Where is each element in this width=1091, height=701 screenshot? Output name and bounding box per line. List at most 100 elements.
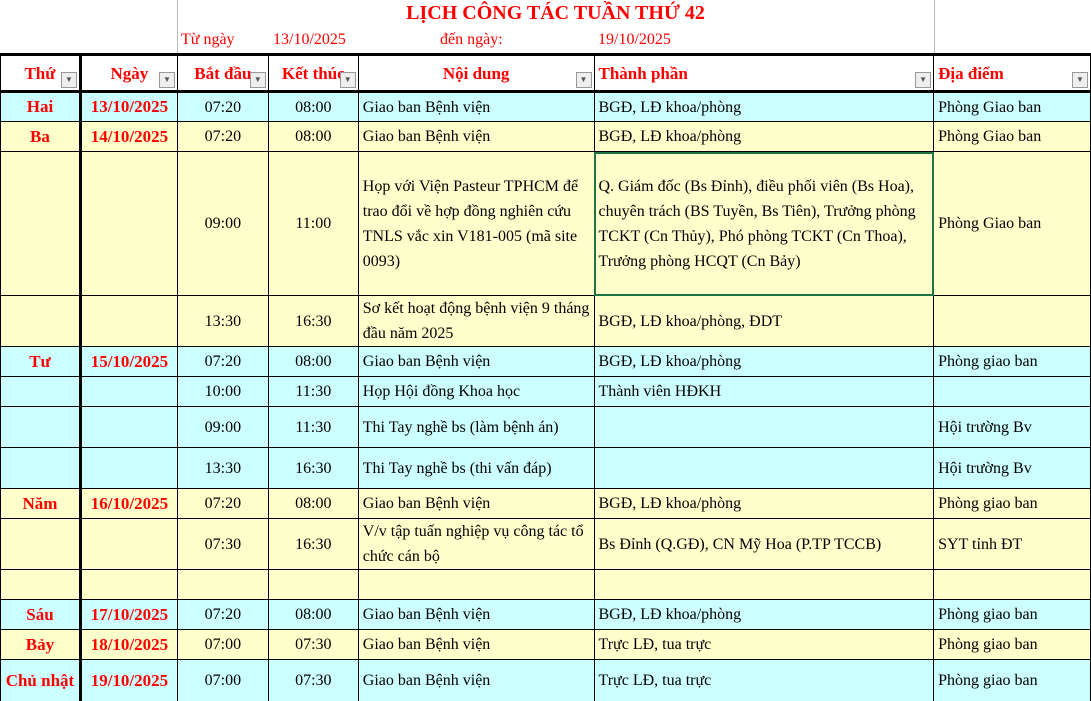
cell-noi-dung[interactable]: Giao ban Bệnh viện: [357, 488, 595, 519]
filter-dropdown-icon[interactable]: ▼: [339, 72, 356, 88]
filter-dropdown-icon[interactable]: ▼: [60, 72, 77, 88]
cell-dia-diem[interactable]: SYT tỉnh ĐT: [933, 518, 1091, 570]
cell-bat-dau[interactable]: 09:00: [176, 151, 269, 296]
cell-bat-dau[interactable]: 07:20: [176, 121, 269, 152]
cell-noi-dung[interactable]: Thi Tay nghề bs (thi vấn đáp): [357, 447, 595, 489]
cell-thu[interactable]: [0, 151, 82, 296]
cell-bat-dau[interactable]: 07:20: [176, 599, 269, 630]
cell-ket-thuc[interactable]: 07:30: [267, 629, 359, 660]
cell-thanh-phan[interactable]: [593, 406, 935, 448]
cell-ngay[interactable]: [79, 569, 178, 600]
cell-dia-diem[interactable]: Phòng Giao ban: [933, 91, 1091, 122]
cell-thanh-phan[interactable]: [593, 447, 935, 489]
cell-thu[interactable]: Sáu: [0, 599, 82, 630]
cell-bat-dau[interactable]: 09:00: [176, 406, 269, 448]
cell-noi-dung[interactable]: [357, 569, 595, 600]
cell-ngay[interactable]: 17/10/2025: [79, 599, 178, 630]
cell-thu[interactable]: [0, 447, 82, 489]
cell-thanh-phan[interactable]: [593, 569, 935, 600]
cell-noi-dung[interactable]: Thi Tay nghề bs (làm bệnh án): [357, 406, 595, 448]
cell-ket-thuc[interactable]: 08:00: [267, 121, 359, 152]
cell-ngay[interactable]: 18/10/2025: [79, 629, 178, 660]
cell-ket-thuc[interactable]: 08:00: [267, 488, 359, 519]
cell-thu[interactable]: [0, 406, 82, 448]
cell-ngay[interactable]: 16/10/2025: [79, 488, 178, 519]
filter-dropdown-icon[interactable]: ▼: [915, 72, 932, 88]
cell-noi-dung[interactable]: Giao ban Bệnh viện: [357, 346, 595, 377]
cell-thu[interactable]: Ba: [0, 121, 82, 152]
cell-thu[interactable]: Bảy: [0, 629, 82, 660]
cell-thu[interactable]: [0, 569, 82, 600]
cell-ket-thuc[interactable]: 16:30: [267, 295, 359, 347]
filter-dropdown-icon[interactable]: ▼: [249, 72, 266, 88]
cell-ket-thuc[interactable]: 08:00: [267, 346, 359, 377]
cell-dia-diem[interactable]: [933, 569, 1091, 600]
cell-dia-diem[interactable]: [933, 295, 1091, 347]
cell-bat-dau[interactable]: 07:20: [176, 488, 269, 519]
cell-thu[interactable]: Chủ nhật: [0, 659, 82, 701]
cell-thanh-phan[interactable]: Trực LĐ, tua trực: [593, 629, 935, 660]
cell-dia-diem[interactable]: Phòng giao ban: [933, 659, 1091, 701]
cell-thu[interactable]: Tư: [0, 346, 82, 377]
cell-noi-dung[interactable]: Giao ban Bệnh viện: [357, 659, 595, 701]
cell-bat-dau[interactable]: 10:00: [176, 376, 269, 407]
cell-ngay[interactable]: [79, 151, 178, 296]
cell-ket-thuc[interactable]: 16:30: [267, 447, 359, 489]
cell-thu[interactable]: Hai: [0, 91, 82, 122]
cell-ngay[interactable]: [79, 406, 178, 448]
filter-dropdown-icon[interactable]: ▼: [158, 72, 175, 88]
cell-ket-thuc[interactable]: 16:30: [267, 518, 359, 570]
cell-dia-diem[interactable]: Phòng Giao ban: [933, 121, 1091, 152]
cell-noi-dung[interactable]: Họp Hội đồng Khoa học: [357, 376, 595, 407]
cell-ngay[interactable]: 15/10/2025: [79, 346, 178, 377]
cell-ngay[interactable]: 14/10/2025: [79, 121, 178, 152]
cell-ngay[interactable]: [79, 518, 178, 570]
cell-thu[interactable]: [0, 518, 82, 570]
cell-noi-dung[interactable]: Sơ kết hoạt động bệnh viện 9 tháng đầu n…: [357, 295, 595, 347]
cell-ngay[interactable]: [79, 295, 178, 347]
cell-ngay[interactable]: 19/10/2025: [79, 659, 178, 701]
cell-thanh-phan[interactable]: Thành viên HĐKH: [593, 376, 935, 407]
cell-thu[interactable]: Năm: [0, 488, 82, 519]
cell-bat-dau[interactable]: [176, 569, 269, 600]
cell-thanh-phan[interactable]: BGĐ, LĐ khoa/phòng: [593, 91, 935, 122]
cell-dia-diem[interactable]: Phòng Giao ban: [933, 151, 1091, 296]
cell-noi-dung[interactable]: V/v tập tuấn nghiệp vụ công tác tổ chức …: [357, 518, 595, 570]
cell-bat-dau[interactable]: 07:00: [176, 659, 269, 701]
cell-dia-diem[interactable]: [933, 376, 1091, 407]
cell-noi-dung[interactable]: Giao ban Bệnh viện: [357, 599, 595, 630]
cell-ket-thuc[interactable]: [267, 569, 359, 600]
cell-bat-dau[interactable]: 07:30: [176, 518, 269, 570]
cell-thanh-phan[interactable]: Bs Đỉnh (Q.GĐ), CN Mỹ Hoa (P.TP TCCB): [593, 518, 935, 570]
cell-ket-thuc[interactable]: 08:00: [267, 91, 359, 122]
filter-dropdown-icon[interactable]: ▼: [575, 72, 592, 88]
cell-ket-thuc[interactable]: 07:30: [267, 659, 359, 701]
cell-ngay[interactable]: [79, 376, 178, 407]
cell-ngay[interactable]: [79, 447, 178, 489]
cell-thanh-phan[interactable]: BGĐ, LĐ khoa/phòng, ĐDT: [593, 295, 935, 347]
cell-ngay[interactable]: 13/10/2025: [79, 91, 178, 122]
cell-noi-dung[interactable]: Giao ban Bệnh viện: [357, 629, 595, 660]
cell-bat-dau[interactable]: 07:00: [176, 629, 269, 660]
cell-dia-diem[interactable]: Hội trường Bv: [933, 406, 1091, 448]
cell-noi-dung[interactable]: Giao ban Bệnh viện: [357, 91, 595, 122]
cell-dia-diem[interactable]: Phòng giao ban: [933, 346, 1091, 377]
cell-ket-thuc[interactable]: 08:00: [267, 599, 359, 630]
cell-thanh-phan[interactable]: BGĐ, LĐ khoa/phòng: [593, 121, 935, 152]
cell-thanh-phan[interactable]: Q. Giám đốc (Bs Đỉnh), điều phối viên (B…: [593, 151, 935, 296]
cell-noi-dung[interactable]: Giao ban Bệnh viện: [357, 121, 595, 152]
cell-bat-dau[interactable]: 13:30: [176, 447, 269, 489]
cell-dia-diem[interactable]: Phòng giao ban: [933, 629, 1091, 660]
cell-ket-thuc[interactable]: 11:00: [267, 151, 359, 296]
cell-bat-dau[interactable]: 07:20: [176, 91, 269, 122]
cell-thanh-phan[interactable]: BGĐ, LĐ khoa/phòng: [593, 346, 935, 377]
cell-ket-thuc[interactable]: 11:30: [267, 406, 359, 448]
cell-noi-dung[interactable]: Họp với Viện Pasteur TPHCM để trao đổi v…: [357, 151, 595, 296]
cell-thanh-phan[interactable]: BGĐ, LĐ khoa/phòng: [593, 488, 935, 519]
cell-dia-diem[interactable]: Hội trường Bv: [933, 447, 1091, 489]
cell-ket-thuc[interactable]: 11:30: [267, 376, 359, 407]
cell-thanh-phan[interactable]: BGĐ, LĐ khoa/phòng: [593, 599, 935, 630]
cell-thu[interactable]: [0, 376, 82, 407]
cell-bat-dau[interactable]: 13:30: [176, 295, 269, 347]
cell-dia-diem[interactable]: Phòng giao ban: [933, 599, 1091, 630]
